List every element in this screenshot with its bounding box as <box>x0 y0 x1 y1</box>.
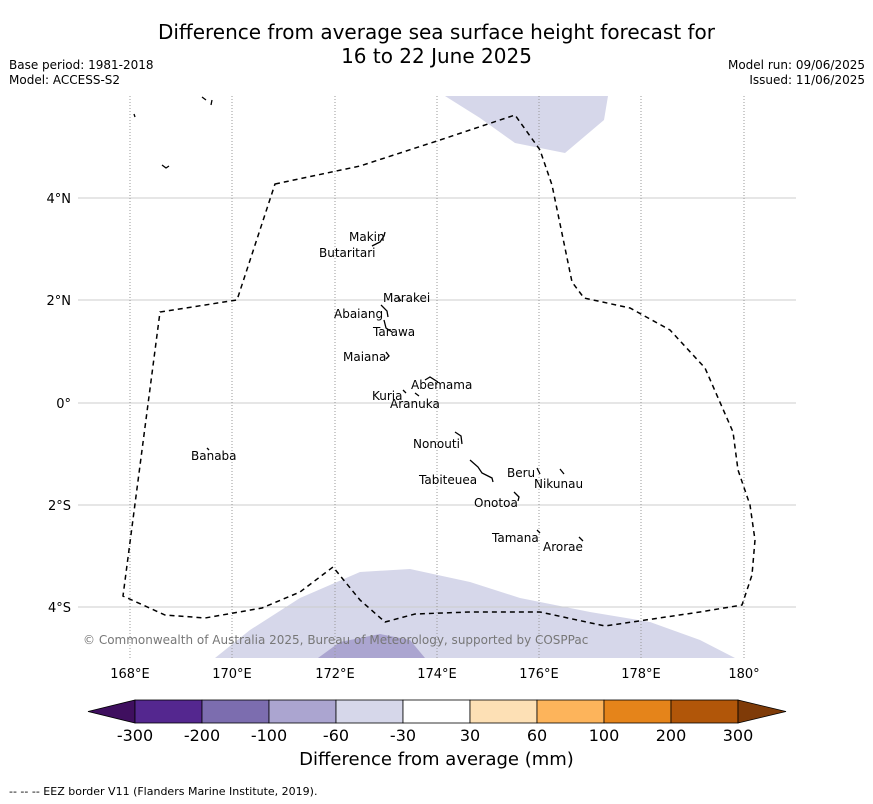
model-name: Model: ACCESS-S2 <box>9 73 121 87</box>
island-labels: Makin Butaritari Marakei Abaiang Tarawa … <box>191 230 583 554</box>
longitude-gridlines <box>129 96 745 658</box>
lat-label-2n: 2°N <box>47 294 72 309</box>
title-line-1: Difference from average sea surface heig… <box>157 20 716 44</box>
lon-label-168e: 168°E <box>110 667 150 682</box>
colorbar-tick-label: 200 <box>656 726 687 745</box>
colorbar-bin <box>670 699 739 724</box>
lat-label-4s: 4°S <box>48 601 71 616</box>
lon-label-172e: 172°E <box>315 667 355 682</box>
eez-border <box>122 114 756 627</box>
colorbar-bin <box>201 699 270 724</box>
title-line-2: 16 to 22 June 2025 <box>341 44 532 68</box>
colorbar-bin <box>536 699 605 724</box>
colorbar-extend-low <box>87 699 136 724</box>
label-marakei: Marakei <box>383 291 430 305</box>
label-aranuka: Aranuka <box>390 397 440 411</box>
label-arorae: Arorae <box>543 540 583 554</box>
lat-label-2s: 2°S <box>48 499 71 514</box>
label-kuria: Kuria <box>372 389 403 403</box>
colorbar-extend-high <box>737 699 787 724</box>
meta-right: Model run: 09/06/2025 Issued: 11/06/2025 <box>728 58 865 88</box>
lat-label-4n: 4°N <box>47 192 72 207</box>
colorbar-bin <box>603 699 672 724</box>
label-nonouti: Nonouti <box>413 437 460 451</box>
colorbar-tick-label: 100 <box>589 726 620 745</box>
colorbar-bin <box>134 699 203 724</box>
anomaly-region-south-strong <box>318 634 425 658</box>
colorbar-tick-label: 60 <box>527 726 547 745</box>
label-abemama: Abemama <box>411 378 472 392</box>
colorbar <box>87 699 787 724</box>
copyright-notice: © Commonwealth of Australia 2025, Bureau… <box>83 633 588 647</box>
lon-label-180: 180° <box>728 667 759 682</box>
colorbar-tick-label: -60 <box>323 726 349 745</box>
label-banaba: Banaba <box>191 449 237 463</box>
lon-label-178e: 178°E <box>621 667 661 682</box>
longitude-labels: 168°E 170°E 172°E 174°E 176°E 178°E 180° <box>110 667 759 682</box>
colorbar-bin <box>402 699 471 724</box>
issued-date: Issued: 11/06/2025 <box>749 73 865 87</box>
colorbar-bin <box>268 699 337 724</box>
eez-footnote: -- -- -- EEZ border V11 (Flanders Marine… <box>9 785 318 798</box>
model-run: Model run: 09/06/2025 <box>727 58 865 72</box>
colorbar-tick-label: 300 <box>723 726 754 745</box>
label-tarawa: Tarawa <box>372 325 415 339</box>
lon-label-176e: 176°E <box>519 667 559 682</box>
label-beru: Beru <box>507 466 535 480</box>
lon-label-174e: 174°E <box>417 667 457 682</box>
label-nikunau: Nikunau <box>534 477 583 491</box>
anomaly-region-south <box>215 569 735 658</box>
label-maiana: Maiana <box>343 350 386 364</box>
colorbar-tick-label: -200 <box>184 726 220 745</box>
colorbar-tick-label: -30 <box>390 726 416 745</box>
map-panel: Makin Butaritari Marakei Abaiang Tarawa … <box>78 96 796 658</box>
label-tamana: Tamana <box>491 531 539 545</box>
anomaly-region-north <box>445 96 608 153</box>
latitude-labels: 4°N 2°N 0° 2°S 4°S <box>47 192 72 616</box>
colorbar-title: Difference from average (mm) <box>299 749 574 770</box>
island-outlines <box>133 96 584 542</box>
colorbar-tick-labels: -300 -200 -100 -60 -30 30 60 100 200 300 <box>117 726 753 745</box>
lat-label-0: 0° <box>56 397 71 412</box>
meta-left: Base period: 1981-2018 Model: ACCESS-S2 <box>9 58 154 88</box>
colorbar-bin <box>335 699 404 724</box>
map-title: Difference from average sea surface heig… <box>0 20 873 68</box>
label-onotoa: Onotoa <box>474 496 518 510</box>
colorbar-tick-label: -100 <box>251 726 287 745</box>
label-butaritari: Butaritari <box>319 246 376 260</box>
colorbar-tick-label: 30 <box>460 726 480 745</box>
base-period: Base period: 1981-2018 <box>9 58 154 72</box>
label-tabiteuea: Tabiteuea <box>418 473 477 487</box>
lon-label-170e: 170°E <box>212 667 252 682</box>
colorbar-tick-label: -300 <box>117 726 153 745</box>
label-makin: Makin <box>349 230 385 244</box>
colorbar-bin <box>469 699 538 724</box>
label-abaiang: Abaiang <box>334 307 383 321</box>
